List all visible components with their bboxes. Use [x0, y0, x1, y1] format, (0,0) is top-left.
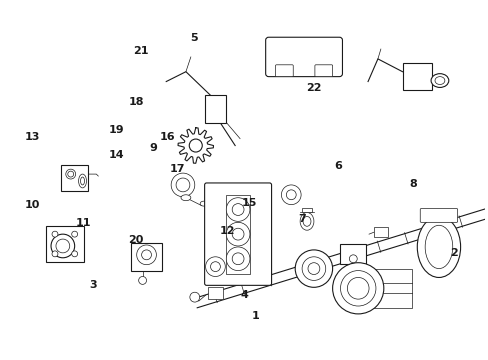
Circle shape	[226, 247, 249, 271]
Text: 14: 14	[109, 150, 124, 160]
Ellipse shape	[79, 174, 86, 188]
Circle shape	[139, 276, 146, 284]
Text: 5: 5	[190, 33, 197, 43]
Ellipse shape	[81, 177, 84, 185]
Circle shape	[205, 257, 225, 276]
FancyBboxPatch shape	[275, 65, 293, 77]
Text: 1: 1	[251, 311, 259, 321]
Circle shape	[51, 234, 75, 258]
Text: 8: 8	[408, 179, 416, 189]
Text: 12: 12	[220, 226, 235, 237]
Circle shape	[226, 222, 249, 246]
Circle shape	[142, 250, 151, 260]
Bar	[226, 195, 249, 274]
Text: 18: 18	[128, 97, 143, 107]
Circle shape	[257, 201, 265, 208]
Text: 22: 22	[306, 83, 322, 93]
Circle shape	[72, 251, 78, 257]
Ellipse shape	[332, 263, 383, 314]
Circle shape	[176, 178, 189, 192]
FancyBboxPatch shape	[204, 183, 271, 285]
Bar	[358, 269, 411, 308]
Circle shape	[253, 197, 269, 212]
Bar	[61, 165, 88, 191]
Ellipse shape	[200, 201, 206, 206]
Bar	[204, 95, 226, 123]
Text: 3: 3	[89, 280, 97, 289]
FancyBboxPatch shape	[265, 37, 342, 77]
Circle shape	[189, 139, 202, 152]
Ellipse shape	[340, 271, 375, 306]
Circle shape	[171, 173, 194, 197]
Text: 19: 19	[109, 125, 124, 135]
Circle shape	[52, 251, 58, 257]
Text: 11: 11	[75, 217, 91, 228]
Bar	[402, 63, 431, 90]
Bar	[207, 287, 223, 299]
Circle shape	[232, 204, 244, 215]
FancyBboxPatch shape	[314, 65, 332, 77]
Ellipse shape	[430, 74, 448, 87]
Text: 21: 21	[133, 46, 148, 56]
Ellipse shape	[181, 195, 190, 201]
Ellipse shape	[302, 257, 325, 280]
Bar	[302, 208, 311, 212]
Text: 15: 15	[241, 198, 257, 208]
Text: 10: 10	[25, 200, 41, 210]
Text: 13: 13	[25, 132, 41, 143]
Circle shape	[52, 231, 58, 237]
Text: 2: 2	[449, 248, 457, 258]
Circle shape	[210, 262, 220, 271]
Ellipse shape	[424, 225, 452, 269]
Ellipse shape	[300, 212, 313, 230]
Bar	[340, 244, 366, 264]
Circle shape	[286, 190, 296, 200]
Circle shape	[189, 292, 199, 302]
Ellipse shape	[434, 77, 444, 85]
Ellipse shape	[66, 169, 76, 179]
Circle shape	[232, 228, 244, 240]
Text: 6: 6	[334, 161, 342, 171]
Circle shape	[56, 239, 70, 253]
Circle shape	[281, 185, 301, 204]
Circle shape	[137, 245, 156, 265]
Ellipse shape	[68, 171, 74, 177]
Bar	[130, 243, 162, 271]
Ellipse shape	[303, 216, 310, 226]
Text: 4: 4	[240, 290, 248, 300]
Ellipse shape	[346, 278, 368, 299]
Bar	[373, 227, 387, 237]
Circle shape	[226, 198, 249, 221]
Bar	[46, 226, 83, 262]
Circle shape	[72, 231, 78, 237]
Ellipse shape	[307, 263, 319, 275]
Circle shape	[232, 253, 244, 265]
FancyBboxPatch shape	[419, 208, 457, 222]
Text: 7: 7	[298, 214, 305, 224]
Text: 20: 20	[128, 235, 143, 245]
Circle shape	[348, 255, 357, 263]
Text: 16: 16	[159, 132, 175, 143]
Text: 17: 17	[169, 165, 184, 174]
Text: 9: 9	[149, 143, 157, 153]
Ellipse shape	[416, 216, 460, 278]
Ellipse shape	[295, 250, 332, 287]
